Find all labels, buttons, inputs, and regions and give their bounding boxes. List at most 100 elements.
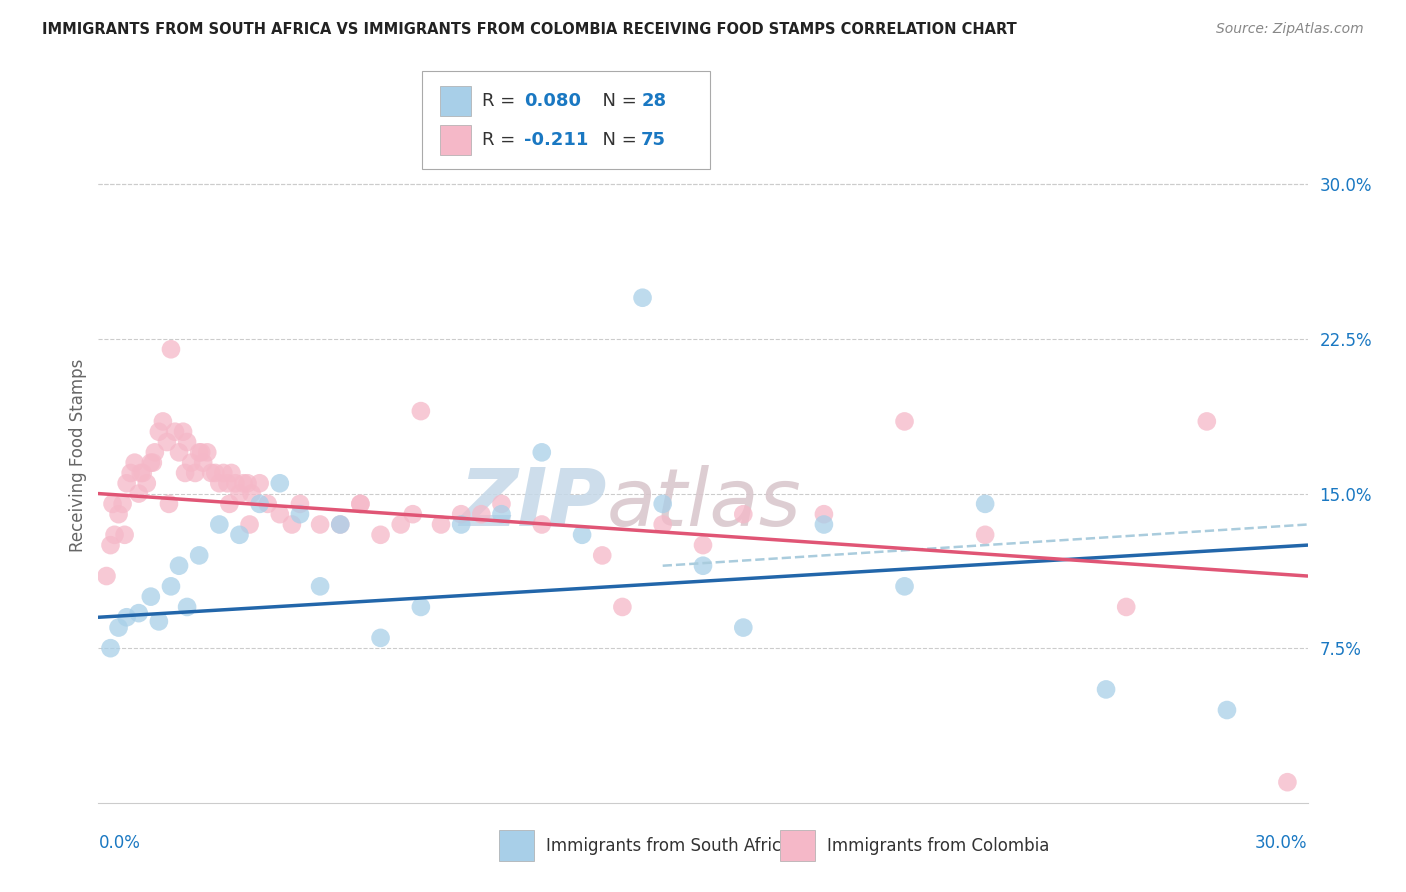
Point (893, 414, 915, 428)
Point (218, 497, 240, 511)
Point (1195, 414, 1218, 428)
Text: 75: 75 (641, 131, 666, 149)
Point (329, 517, 352, 532)
Point (1115, 599, 1137, 614)
Point (212, 466, 235, 480)
Point (409, 404, 432, 418)
Point (309, 517, 332, 532)
Point (101, 497, 124, 511)
Point (174, 466, 197, 480)
Text: Immigrants from Colombia: Immigrants from Colombia (827, 837, 1049, 855)
Point (1216, 703, 1239, 717)
Point (143, 445, 166, 459)
Point (107, 507, 129, 521)
Point (1277, 775, 1299, 789)
Text: 0.080: 0.080 (524, 92, 582, 110)
Point (96, 569, 118, 583)
Point (228, 528, 250, 542)
Point (591, 549, 613, 563)
Y-axis label: Receiving Food Stamps: Receiving Food Stamps (69, 359, 87, 551)
Point (152, 414, 174, 428)
Point (156, 435, 179, 450)
Text: IMMIGRANTS FROM SOUTH AFRICA VS IMMIGRANTS FROM COLOMBIA RECEIVING FOOD STAMPS C: IMMIGRANTS FROM SOUTH AFRICA VS IMMIGRAN… (42, 22, 1017, 37)
Text: -0.211: -0.211 (524, 131, 589, 149)
Point (142, 456, 165, 470)
Point (733, 507, 755, 521)
Point (236, 476, 259, 491)
Point (813, 507, 835, 521)
Point (114, 528, 136, 542)
Point (269, 476, 291, 491)
Point (135, 476, 157, 491)
Point (188, 549, 211, 563)
Point (163, 425, 186, 439)
Point (370, 528, 392, 542)
Text: N =: N = (591, 92, 643, 110)
Point (281, 517, 304, 532)
Point (160, 579, 183, 593)
Point (813, 517, 835, 532)
Point (631, 291, 654, 305)
Point (349, 497, 371, 511)
Point (893, 579, 915, 593)
Point (208, 517, 231, 532)
Text: R =: R = (482, 131, 522, 149)
Point (402, 507, 425, 521)
Point (176, 599, 198, 614)
Point (195, 445, 218, 459)
Point (329, 517, 352, 532)
Point (148, 615, 170, 629)
Point (349, 497, 371, 511)
Point (389, 517, 412, 532)
Point (239, 517, 262, 532)
Point (132, 466, 155, 480)
Point (288, 507, 311, 521)
Point (190, 445, 212, 459)
Point (139, 456, 162, 470)
Point (974, 497, 997, 511)
Text: Immigrants from South Africa: Immigrants from South Africa (546, 837, 790, 855)
Point (288, 497, 311, 511)
Point (692, 558, 714, 573)
Point (172, 425, 194, 439)
Point (232, 476, 254, 491)
Point (249, 497, 271, 511)
Point (269, 507, 291, 521)
Point (148, 425, 170, 439)
Point (129, 466, 152, 480)
Text: 30.0%: 30.0% (1256, 834, 1308, 852)
Point (128, 606, 150, 620)
Point (204, 466, 226, 480)
Point (120, 466, 142, 480)
Point (256, 497, 278, 511)
Text: R =: R = (482, 92, 522, 110)
Point (176, 435, 198, 450)
Point (200, 466, 222, 480)
Point (193, 456, 215, 470)
Text: N =: N = (591, 131, 643, 149)
Point (370, 631, 392, 645)
Point (115, 476, 138, 491)
Point (180, 456, 202, 470)
Point (167, 445, 190, 459)
Point (612, 599, 634, 614)
Point (692, 538, 714, 552)
Point (160, 343, 183, 357)
Point (217, 476, 239, 491)
Text: Source: ZipAtlas.com: Source: ZipAtlas.com (1216, 22, 1364, 37)
Point (100, 538, 122, 552)
Point (128, 486, 150, 500)
Point (184, 466, 207, 480)
Point (1095, 682, 1118, 697)
Point (491, 497, 513, 511)
Point (188, 445, 211, 459)
Point (409, 599, 432, 614)
Point (450, 507, 472, 521)
Point (450, 517, 472, 532)
Point (240, 486, 263, 500)
Point (115, 610, 138, 624)
Point (100, 641, 122, 656)
Point (430, 517, 453, 532)
Point (571, 528, 593, 542)
Text: 28: 28 (641, 92, 666, 110)
